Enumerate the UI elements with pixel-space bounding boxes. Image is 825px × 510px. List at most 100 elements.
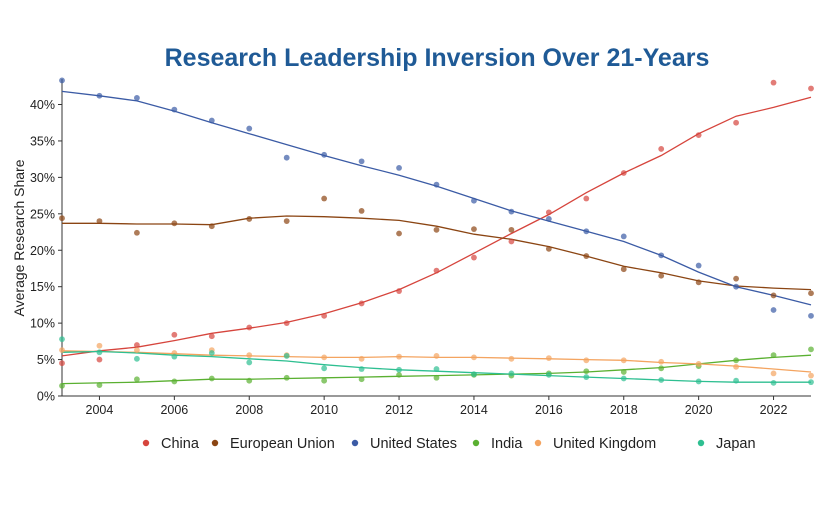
data-point	[808, 379, 814, 386]
data-point	[396, 353, 402, 360]
data-point	[508, 355, 515, 362]
legend-entry-label: Japan	[716, 436, 756, 452]
data-point	[171, 353, 178, 360]
data-point	[808, 85, 814, 92]
data-point	[471, 254, 477, 261]
data-point	[733, 357, 739, 364]
data-point	[246, 216, 253, 222]
data-point	[321, 312, 328, 319]
data-point	[545, 245, 552, 252]
data-point	[321, 195, 328, 202]
data-point	[471, 226, 477, 233]
data-point	[134, 342, 140, 348]
data-point	[770, 79, 777, 86]
data-point	[808, 372, 814, 379]
y-tick-label: 10%	[30, 317, 55, 331]
data-point	[695, 132, 702, 139]
legend-marker	[697, 439, 705, 447]
y-tick-label: 20%	[30, 244, 55, 258]
legend-entry-label: India	[491, 436, 523, 452]
x-tick-label: 2004	[86, 403, 114, 417]
x-tick-label: 2016	[535, 403, 563, 417]
data-point	[433, 374, 440, 381]
data-point	[134, 376, 140, 383]
data-point	[508, 238, 515, 245]
data-point	[433, 181, 440, 188]
data-point	[208, 117, 215, 124]
data-point	[545, 371, 552, 378]
data-point	[770, 379, 777, 386]
legend-marker	[351, 439, 359, 447]
y-tick-label: 5%	[37, 353, 55, 367]
data-point	[171, 378, 178, 385]
data-point	[770, 307, 777, 313]
legend-entry-label: United Kingdom	[553, 436, 656, 452]
data-point	[96, 382, 103, 388]
data-point	[620, 369, 627, 375]
data-point	[246, 125, 253, 132]
data-point	[59, 215, 65, 222]
x-tick-label: 2012	[385, 403, 413, 417]
data-point	[545, 355, 552, 362]
legend-marker	[534, 439, 542, 447]
data-point	[433, 353, 440, 359]
legend-marker	[211, 439, 219, 447]
data-point	[59, 347, 65, 353]
data-point	[59, 382, 65, 389]
data-point	[59, 360, 65, 367]
data-point	[283, 218, 290, 225]
data-point	[283, 374, 290, 381]
data-point	[583, 195, 590, 202]
data-point	[433, 226, 440, 233]
data-point	[471, 371, 477, 378]
chart-title: Research Leadership Inversion Over 21-Ye…	[165, 44, 710, 72]
y-tick-label: 35%	[30, 134, 55, 148]
data-point	[808, 346, 814, 353]
x-tick-label: 2018	[610, 403, 638, 417]
data-point	[695, 279, 702, 286]
data-point	[96, 356, 103, 363]
data-point	[358, 366, 365, 372]
x-tick-label: 2020	[685, 403, 713, 417]
data-point	[583, 253, 590, 259]
data-point	[471, 354, 477, 361]
data-point	[508, 370, 515, 377]
data-point	[396, 366, 402, 373]
data-point	[733, 377, 739, 384]
data-point	[358, 158, 365, 165]
data-point	[59, 336, 65, 343]
data-point	[134, 347, 140, 353]
y-tick-label: 15%	[30, 280, 55, 294]
data-point	[733, 119, 739, 126]
data-point	[545, 209, 552, 216]
legend-marker	[472, 439, 480, 447]
data-point	[545, 216, 552, 222]
data-point	[246, 352, 253, 359]
data-point	[695, 262, 702, 269]
data-point	[134, 229, 140, 236]
y-axis-label: Average Research Share	[11, 159, 27, 316]
data-point	[733, 283, 739, 290]
data-point	[396, 371, 402, 378]
data-point	[620, 233, 627, 240]
legend: China European Union United States India Uni…	[142, 436, 756, 452]
y-tick-label: 25%	[30, 207, 55, 221]
data-point	[321, 365, 328, 372]
data-point	[508, 226, 515, 233]
data-point	[620, 375, 627, 382]
data-point	[208, 375, 215, 382]
data-point	[770, 370, 777, 377]
x-tick-label: 2014	[460, 403, 488, 417]
data-point	[396, 288, 402, 294]
data-point	[658, 365, 665, 372]
data-point	[658, 252, 665, 259]
legend-entry-label: China	[161, 436, 200, 452]
data-point	[583, 374, 590, 380]
data-point	[583, 357, 590, 364]
data-point	[658, 146, 665, 152]
data-point	[471, 197, 477, 204]
data-point	[358, 300, 365, 307]
data-point	[658, 377, 665, 383]
